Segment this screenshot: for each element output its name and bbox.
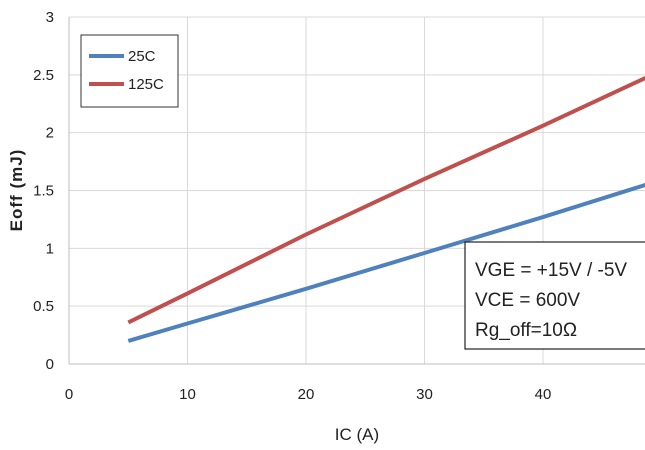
x-axis-label: IC (A) bbox=[335, 425, 379, 444]
x-tick-labels: 0 10 20 30 40 bbox=[65, 386, 552, 403]
annotation-vge: VGE = +15V / -5V bbox=[475, 260, 627, 281]
x-tick-label: 20 bbox=[298, 386, 315, 403]
annotation-vce: VCE = 600V bbox=[475, 290, 580, 311]
x-tick-label: 40 bbox=[535, 386, 552, 403]
y-tick-label: 1.5 bbox=[33, 183, 54, 200]
annotation-box bbox=[464, 241, 645, 350]
legend-label-125C: 125C bbox=[128, 76, 164, 93]
x-tick-label: 30 bbox=[416, 386, 433, 403]
series-line-25C bbox=[127, 182, 645, 343]
axes bbox=[68, 17, 645, 365]
x-tick-label: 0 bbox=[65, 386, 73, 403]
y-tick-label: 1 bbox=[46, 240, 54, 257]
y-tick-label: 0 bbox=[46, 356, 54, 373]
y-tick-label: 2 bbox=[46, 125, 54, 142]
y-tick-label: 2.5 bbox=[33, 67, 54, 84]
y-axis-label: Eoff (mJ) bbox=[7, 149, 26, 232]
legend-box bbox=[80, 34, 179, 108]
conditions-annotation: VGE = +15V / -5V VCE = 600V Rg_off=10Ω bbox=[464, 241, 645, 350]
legend-label-25C: 25C bbox=[128, 48, 156, 65]
annotation-rg-off: Rg_off=10Ω bbox=[475, 320, 577, 341]
x-tick-label: 10 bbox=[179, 386, 196, 403]
series-lines bbox=[127, 75, 645, 343]
legend: 25C 125C bbox=[80, 34, 179, 108]
y-tick-label: 3 bbox=[46, 9, 54, 26]
series-line-125C bbox=[127, 75, 645, 325]
y-tick-labels: 0 0.5 1 1.5 2 2.5 3 bbox=[33, 9, 54, 373]
y-tick-label: 0.5 bbox=[33, 298, 54, 315]
